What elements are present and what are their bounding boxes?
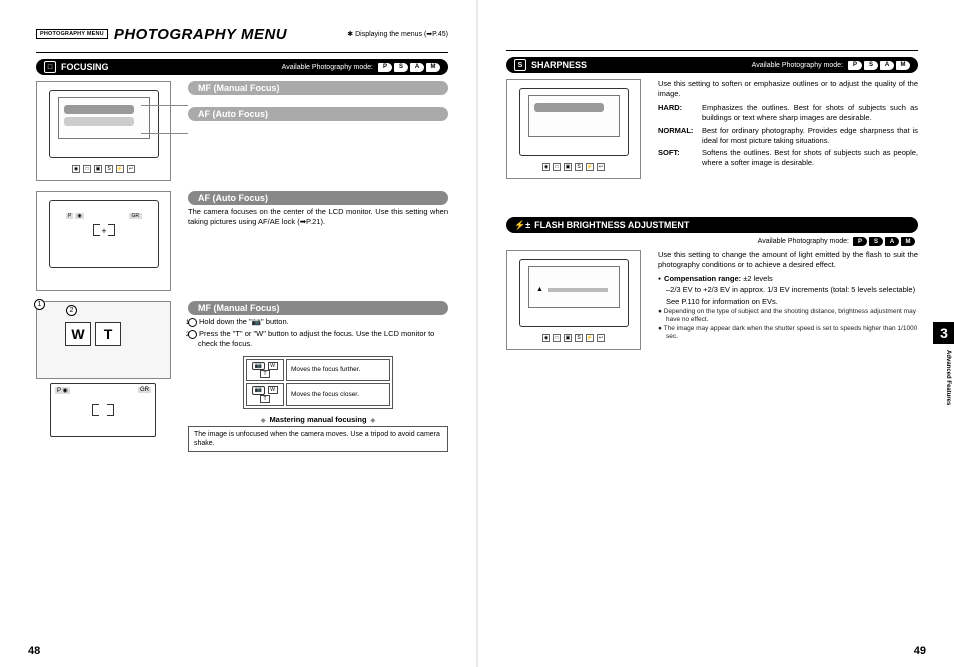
normal-label: NORMAL:	[658, 126, 702, 146]
normal-body: Best for ordinary photography. Provides …	[702, 126, 918, 146]
mode-a: A	[880, 61, 894, 70]
flash-modes-row: Available Photography mode: P S A M	[506, 237, 915, 246]
comp-val: ±2 levels	[741, 274, 773, 283]
sharpness-modes: Available Photography mode: P S A M	[752, 61, 910, 70]
page-spread: PHOTOGRAPHY MENU PHOTOGRAPHY MENU ✱ Disp…	[0, 0, 954, 667]
right-rule	[506, 50, 918, 51]
mode-a: A	[410, 63, 424, 72]
sharpness-section-bar: S SHARPNESS Available Photography mode: …	[506, 57, 918, 73]
mf-tip-title: Mastering manual focusing	[188, 415, 448, 424]
page-number-left: 48	[28, 645, 40, 657]
lcd-menu-diagram: ◉□▣S⚡↩	[36, 81, 171, 181]
side-tab: 3	[933, 322, 954, 344]
mode-m: M	[426, 63, 440, 72]
mf-label-bar: MF (Manual Focus)	[188, 81, 448, 95]
page-number-right: 49	[914, 645, 926, 657]
mf-tip-box: The image is unfocused when the camera m…	[188, 426, 448, 452]
flash-icon: ⚡±	[514, 220, 530, 231]
focusing-modes: Available Photography mode: P S A M	[282, 63, 440, 72]
flash-note2: The image may appear dark when the shutt…	[664, 325, 918, 340]
soft-label: SOFT:	[658, 148, 702, 168]
mode-p: P	[848, 61, 862, 70]
mode-m: M	[896, 61, 910, 70]
mf-step1: Hold down the "📷" button.	[199, 317, 289, 326]
lcd-af-diagram: P◉ GR +	[36, 191, 171, 291]
mode-s: S	[869, 237, 883, 246]
page-left: PHOTOGRAPHY MENU PHOTOGRAPHY MENU ✱ Disp…	[0, 0, 476, 667]
page-right: S SHARPNESS Available Photography mode: …	[478, 0, 954, 667]
flash-note1: Depending on the type of subject and the…	[664, 308, 916, 323]
mf-frame-icon	[92, 404, 114, 416]
focus-table: 📷 WTMoves the focus further. 📷 WTMoves t…	[243, 356, 393, 409]
sharpness-definitions: HARD:Emphasizes the outlines. Best for s…	[658, 103, 918, 168]
af-frame-icon: +	[93, 224, 115, 238]
soft-body: Softens the outlines. Best for shots of …	[702, 148, 918, 168]
mode-m: M	[901, 237, 915, 246]
mf-steps: 1Hold down the "📷" button. 2Press the "T…	[188, 317, 448, 350]
hard-label: HARD:	[658, 103, 702, 123]
focusing-heading: FOCUSING	[61, 62, 109, 72]
sharpness-heading: SHARPNESS	[531, 60, 587, 70]
display-note: ✱ Displaying the menus (➡P.45)	[347, 30, 448, 38]
af-body: The camera focuses on the center of the …	[188, 207, 448, 227]
flash-heading: FLASH BRIGHTNESS ADJUSTMENT	[534, 220, 689, 230]
mode-label: Available Photography mode:	[282, 64, 373, 71]
lead-line-mf	[141, 105, 188, 106]
mode-p: P	[853, 237, 867, 246]
focus-table-row2: Moves the focus closer.	[286, 383, 390, 406]
mf-heading-bar: MF (Manual Focus)	[188, 301, 448, 315]
mode-s: S	[394, 63, 408, 72]
lcd-flash-diagram: ▲ ◉□▣S⚡↩	[506, 250, 641, 350]
callout-2-icon: 2	[66, 305, 77, 316]
mode-s: S	[864, 61, 878, 70]
camera-mf-diagram: W T 1 2 P ◉ GR	[36, 301, 171, 441]
flash-bullets: Compensation range: ±2 levels –2/3 EV to…	[658, 274, 918, 306]
menu-badge: PHOTOGRAPHY MENU	[36, 29, 108, 39]
page-title: PHOTOGRAPHY MENU	[114, 26, 347, 43]
af-label-bar: AF (Auto Focus)	[188, 107, 448, 121]
focusing-icon: □	[44, 61, 56, 73]
flash-body: Use this setting to change the amount of…	[658, 250, 918, 270]
hard-body: Emphasizes the outlines. Best for shots …	[702, 103, 918, 123]
lead-line-af	[141, 133, 188, 134]
sharpness-icon: S	[514, 59, 526, 71]
mode-p: P	[378, 63, 392, 72]
lcd-sharpness-diagram: ◉□▣S⚡↩	[506, 79, 641, 179]
comp-label: Compensation range:	[664, 274, 741, 283]
focus-table-row1: Moves the focus further.	[286, 359, 390, 382]
side-label: Advanced Features	[945, 350, 951, 405]
flash-notes: ● Depending on the type of subject and t…	[658, 308, 918, 342]
sharp-mode-label: Available Photography mode:	[752, 62, 843, 69]
focusing-section-bar: □ FOCUSING Available Photography mode: P…	[36, 59, 448, 75]
t-button-icon: T	[95, 322, 121, 346]
flash-mode-label: Available Photography mode:	[758, 238, 849, 245]
sharpness-intro: Use this setting to soften or emphasize …	[658, 79, 918, 99]
flash-section-bar: ⚡± FLASH BRIGHTNESS ADJUSTMENT	[506, 217, 918, 233]
comp-detail: –2/3 EV to +2/3 EV in approx. 1/3 EV inc…	[666, 285, 915, 294]
w-button-icon: W	[65, 322, 91, 346]
mode-a: A	[885, 237, 899, 246]
title-rule	[36, 52, 448, 53]
mf-step2: Press the "T" or "W" button to adjust th…	[198, 329, 434, 349]
see-ref: See P.110 for information on EVs.	[666, 297, 778, 306]
callout-1-icon: 1	[34, 299, 45, 310]
af-heading-bar: AF (Auto Focus)	[188, 191, 448, 205]
